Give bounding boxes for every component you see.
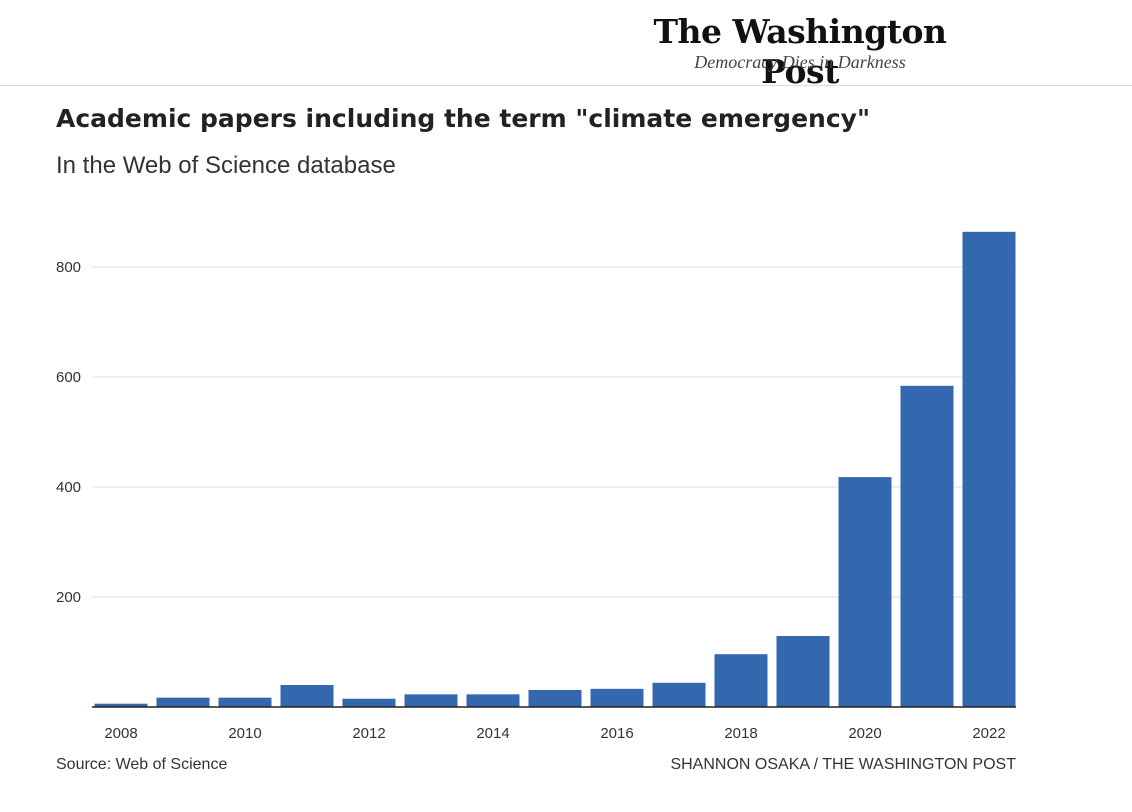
- bar-2013: [404, 694, 458, 707]
- bar-2014: [466, 694, 520, 707]
- source-note: Source: Web of Science: [56, 756, 228, 773]
- masthead-tagline: Democracy Dies in Darkness: [694, 52, 906, 72]
- bar-2019: [776, 636, 830, 707]
- x-tick-label: 2008: [104, 725, 137, 740]
- axes: 200 400 600 800 2008 2010 2012 2014 2016 2018 2020…: [56, 259, 1016, 740]
- bar-2021: [900, 385, 954, 707]
- x-tick-label: 2010: [228, 725, 261, 740]
- bar-2009: [156, 697, 210, 707]
- bars: [94, 231, 1016, 708]
- bar-2018: [714, 654, 768, 707]
- chart-title: Academic papers including the term "clim…: [56, 104, 870, 133]
- bar-2016: [590, 688, 644, 707]
- bar-2008: [94, 703, 148, 707]
- bar-2011: [280, 685, 334, 707]
- x-tick-label: 2018: [724, 725, 757, 740]
- bar-2015: [528, 689, 582, 707]
- x-tick-label: 2014: [476, 725, 509, 740]
- bar-2022: [962, 231, 1016, 708]
- bar-2020: [838, 477, 892, 707]
- x-tick-label: 2022: [972, 725, 1005, 740]
- chart-subtitle: In the Web of Science database: [56, 152, 396, 179]
- bar-2012: [342, 698, 396, 707]
- masthead: The Washington Post Democracy Dies in Da…: [0, 0, 1132, 91]
- y-tick-label: 400: [56, 479, 81, 496]
- y-tick-label: 200: [56, 589, 81, 606]
- x-tick-label: 2016: [600, 725, 633, 740]
- x-tick-label: 2012: [352, 725, 385, 740]
- y-tick-label: 600: [56, 369, 81, 386]
- bar-chart: 200 400 600 800 2008 2010 2012 2014 2016 2018 2020…: [56, 231, 1016, 740]
- byline-credit: SHANNON OSAKA / THE WASHINGTON POST: [670, 756, 1016, 773]
- bar-2010: [218, 697, 272, 707]
- bar-2017: [652, 682, 706, 707]
- washington-post-logo[interactable]: The Washington Post: [653, 12, 947, 91]
- x-tick-label: 2020: [848, 725, 881, 740]
- y-tick-label: 800: [56, 259, 81, 276]
